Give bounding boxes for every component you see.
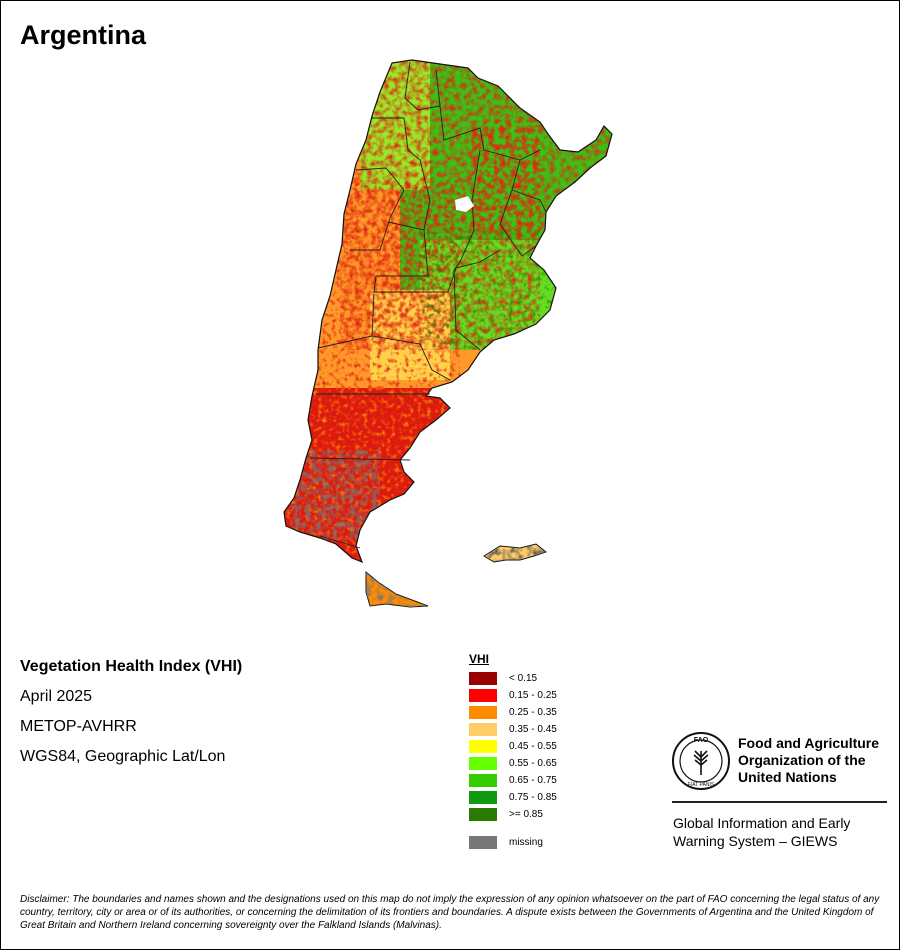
legend-classes: < 0.15 0.15 - 0.25 0.25 - 0.35 0.35 - 0.45 0… xyxy=(469,670,557,823)
organization-name-line1: Food and Agriculture xyxy=(738,735,880,751)
legend-label: 0.65 - 0.75 xyxy=(509,775,557,786)
sensor-name: METOP-AVHRR xyxy=(20,718,137,735)
legend-swatch xyxy=(469,774,497,787)
giews-name-line2: Warning System – GIEWS xyxy=(673,833,838,849)
legend-title: VHI xyxy=(469,652,490,666)
legend-swatch xyxy=(469,672,497,685)
legend-swatch xyxy=(469,706,497,719)
tierra-del-fuego-missing xyxy=(366,572,428,607)
legend-swatch-missing xyxy=(469,836,497,849)
product-name: Vegetation Health Index (VHI) xyxy=(20,658,243,675)
vhi-zone-missing-speckle xyxy=(290,450,380,540)
legend-label: >= 0.85 xyxy=(509,809,543,820)
legend-row: 0.75 - 0.85 xyxy=(469,789,557,806)
organization-name: Food and Agriculture Organization of the… xyxy=(738,735,888,786)
giews-name: Global Information and Early Warning Sys… xyxy=(673,814,893,850)
legend-row: 0.45 - 0.55 xyxy=(469,738,557,755)
legend-swatch xyxy=(469,757,497,770)
vhi-zone-pampas-speckle xyxy=(420,230,560,350)
vhi-legend: VHI < 0.15 0.15 - 0.25 0.25 - 0.35 0.35 - 0… xyxy=(469,652,557,851)
legend-row: 0.25 - 0.35 xyxy=(469,704,557,721)
vhi-map xyxy=(283,59,613,608)
organization-name-line2: Organization of the xyxy=(738,752,866,768)
organization-name-line3: United Nations xyxy=(738,769,837,785)
legend-label-missing: missing xyxy=(509,837,543,848)
province-boundaries xyxy=(309,61,547,549)
logo-motto: FIAT PANIS xyxy=(688,782,715,788)
legend-label: 0.35 - 0.45 xyxy=(509,724,557,735)
giews-name-line1: Global Information and Early xyxy=(673,815,851,831)
legend-label: 0.55 - 0.65 xyxy=(509,758,557,769)
legend-label: < 0.15 xyxy=(509,673,538,684)
legend-swatch xyxy=(469,689,497,702)
organization-divider xyxy=(672,801,887,803)
legend-row: 0.35 - 0.45 xyxy=(469,721,557,738)
legend-row: < 0.15 xyxy=(469,670,557,687)
disclaimer-text: Disclaimer: The boundaries and names sho… xyxy=(20,894,880,931)
legend-label: 0.15 - 0.25 xyxy=(509,690,557,701)
legend-swatch xyxy=(469,723,497,736)
legend-label: 0.25 - 0.35 xyxy=(509,707,557,718)
legend-row: 0.55 - 0.65 xyxy=(469,755,557,772)
fao-logo-icon: FAO FIAT PANIS xyxy=(672,732,730,790)
no-data-patch xyxy=(455,196,474,212)
map-title: Argentina xyxy=(20,20,147,50)
map-info: Vegetation Health Index (VHI) April 2025… xyxy=(20,656,242,776)
legend-label: 0.45 - 0.55 xyxy=(509,741,557,752)
legend-swatch xyxy=(469,740,497,753)
falkland-islands-missing xyxy=(484,544,546,562)
legend-row: 0.65 - 0.75 xyxy=(469,772,557,789)
projection-info: WGS84, Geographic Lat/Lon xyxy=(20,748,226,765)
logo-letters: FAO xyxy=(694,737,709,744)
map-date: April 2025 xyxy=(20,688,93,705)
argentina-outline xyxy=(283,59,613,564)
legend-row: >= 0.85 xyxy=(469,806,557,823)
legend-swatch xyxy=(469,791,497,804)
legend-missing: missing xyxy=(469,834,557,851)
legend-row: 0.15 - 0.25 xyxy=(469,687,557,704)
legend-label: 0.75 - 0.85 xyxy=(509,792,557,803)
legend-swatch xyxy=(469,808,497,821)
